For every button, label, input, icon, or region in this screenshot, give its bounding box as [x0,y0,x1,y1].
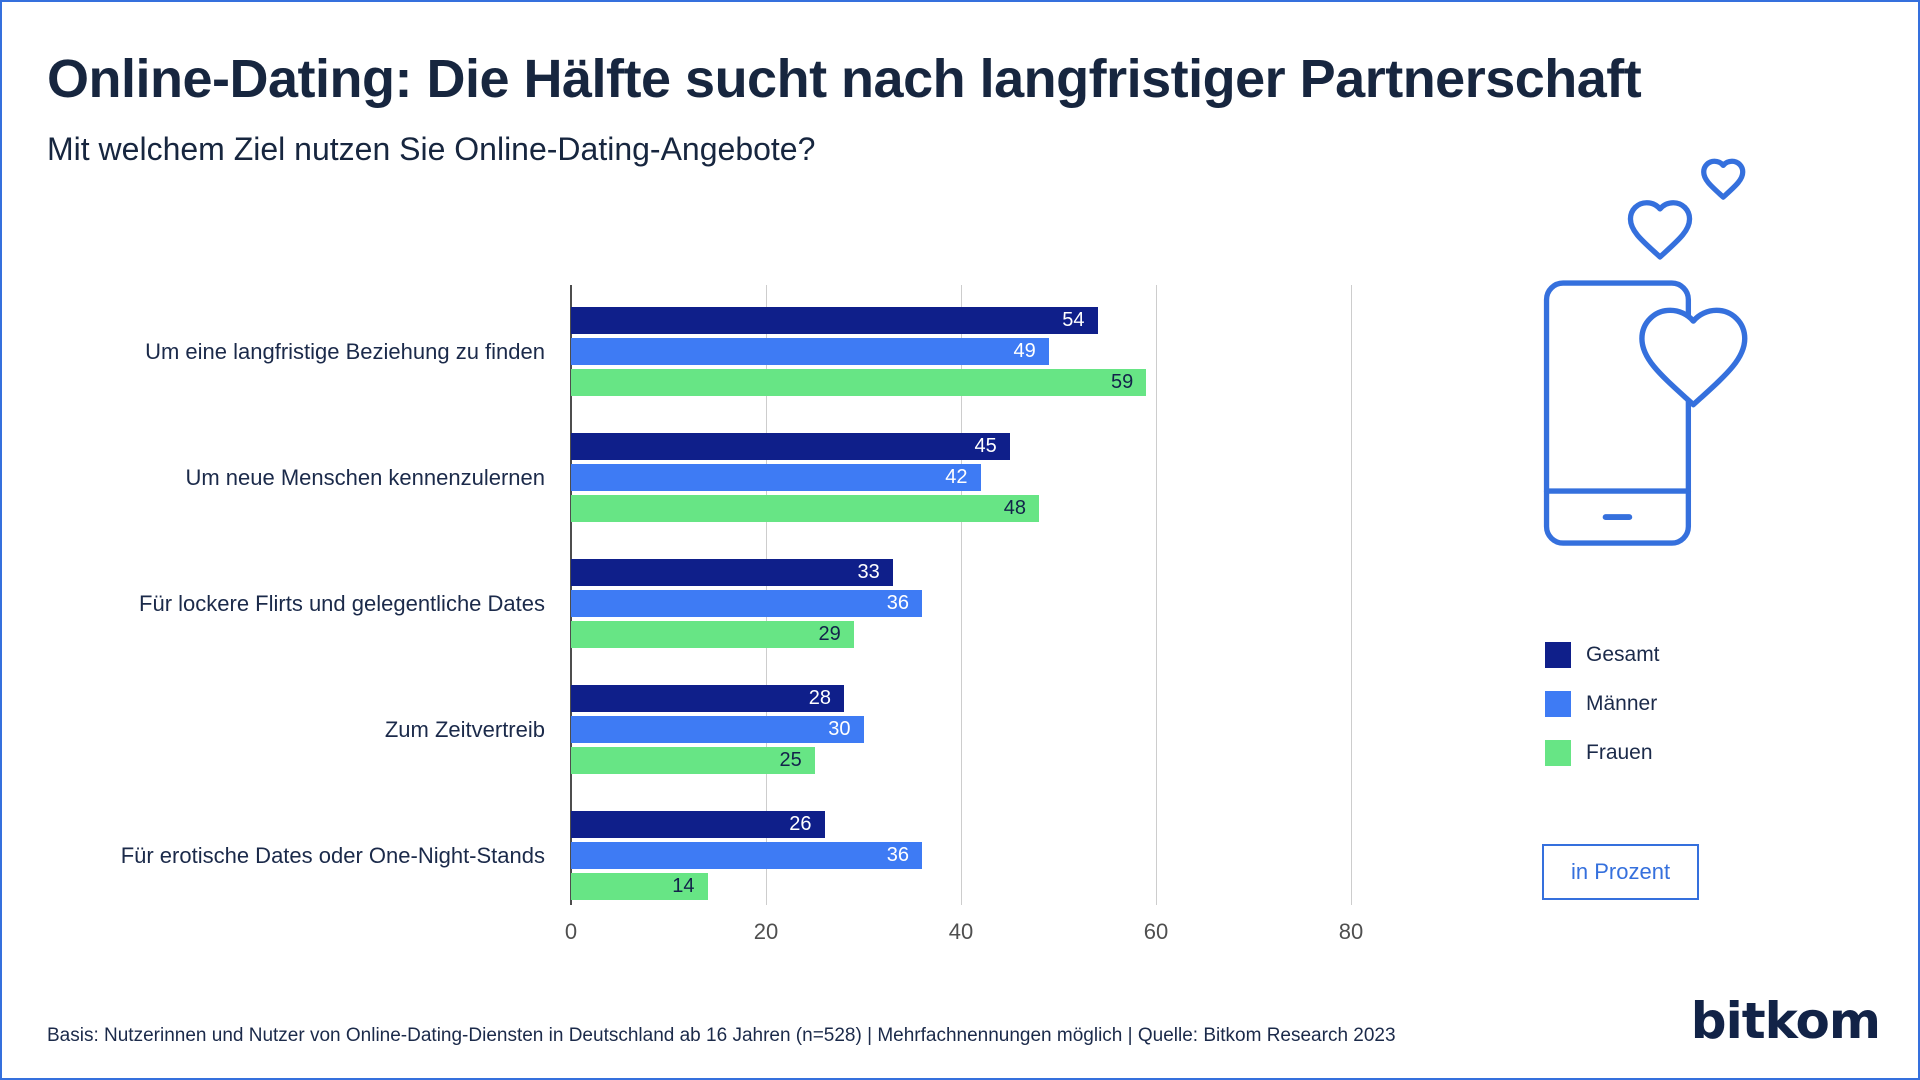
source-note: Basis: Nutzerinnen und Nutzer von Online… [47,1025,1396,1046]
legend-label: Männer [1586,692,1658,715]
bar-männer: 36 [571,590,922,617]
bar-group: Um eine langfristige Beziehung zu finden… [47,307,1147,396]
bar-group: Zum Zeitvertreib 28 30 25 [47,685,1146,774]
bar-value-label: 29 [818,623,841,645]
category-label: Um neue Menschen kennenzulernen [185,464,545,490]
bar-group: Für lockere Flirts und gelegentliche Dat… [47,559,1146,648]
bar-männer: 30 [571,716,864,743]
bar-männer: 49 [571,338,1049,365]
bar-gesamt: 45 [571,433,1010,460]
bar-value-label: 28 [808,687,831,709]
bar-value-label: 30 [828,718,851,740]
bar-frauen: 59 [571,369,1147,396]
bar-value-label: 26 [789,813,812,835]
legend-swatch [1545,642,1571,668]
category-label: Für lockere Flirts und gelegentliche Dat… [139,590,545,616]
heart-icon-large [1639,307,1748,408]
page-title: Online-Dating: Die Hälfte sucht nach lan… [47,49,1642,109]
category-label: Um eine langfristige Beziehung zu finden [145,338,545,364]
bar-stack: 45 42 48 [571,433,1039,522]
x-tick-label: 60 [1143,919,1169,944]
bar-value-label: 33 [857,561,880,583]
bar-gesamt: 26 [571,811,825,838]
phone-icon [1543,280,1692,546]
bar-gesamt: 28 [571,685,844,712]
x-tick-label: 80 [1338,919,1364,944]
phone-hearts-illustration [1543,158,1748,546]
bar-value-label: 45 [974,435,997,457]
bar-value-label: 36 [886,592,909,614]
heart-icon-tiny [1701,158,1746,200]
x-tick-label: 40 [948,919,974,944]
x-tick-label: 20 [753,919,779,944]
bar-frauen: 29 [571,621,854,648]
bar-gesamt: 33 [571,559,893,586]
bar-stack: 28 30 25 [571,685,864,774]
bar-männer: 36 [571,842,922,869]
bar-value-label: 54 [1062,309,1085,331]
legend-item: Gesamt [1545,642,1660,668]
legend-label: Gesamt [1586,643,1660,666]
bar-frauen: 14 [571,873,708,900]
bar-frauen: 25 [571,747,815,774]
bar-stack: 54 49 59 [571,307,1147,396]
bar-männer: 42 [571,464,981,491]
bar-group: Für erotische Dates oder One-Night-Stand… [47,811,1146,900]
bar-value-label: 14 [672,875,695,897]
bar-groups: Um eine langfristige Beziehung zu finden… [47,307,1147,900]
bar-value-label: 42 [945,466,968,488]
heart-icon-small [1627,200,1693,260]
legend-item: Frauen [1545,740,1660,766]
bar-stack: 26 36 14 [571,811,922,900]
legend-swatch [1545,740,1571,766]
gridline [1351,285,1352,905]
gridline [1156,285,1157,905]
page-subtitle: Mit welchem Ziel nutzen Sie Online-Datin… [47,131,816,167]
legend-label: Frauen [1586,741,1653,764]
legend-swatch [1545,691,1571,717]
x-axis-ticks: 0 20 40 60 80 [565,919,1400,949]
gridline [961,285,962,905]
bar-frauen: 48 [571,495,1039,522]
category-label: Zum Zeitvertreib [384,716,545,742]
bar-chart: Um eine langfristige Beziehung zu finden… [47,285,1407,1005]
bar-stack: 33 36 29 [571,559,922,648]
bar-value-label: 49 [1013,340,1036,362]
x-tick-label: 0 [564,919,578,944]
unit-badge: in Prozent [1542,844,1700,900]
legend-item: Männer [1545,691,1660,717]
bar-group: Um neue Menschen kennenzulernen 45 42 48 [47,433,1146,522]
bar-value-label: 48 [1003,497,1026,519]
bar-value-label: 36 [886,844,909,866]
bar-value-label: 25 [779,749,802,771]
bar-gesamt: 54 [571,307,1098,334]
bitkom-logo: bitkom [1690,992,1881,1050]
bar-value-label: 59 [1111,371,1134,393]
legend: Gesamt Männer Frauen [1545,642,1660,789]
category-label: Für erotische Dates oder One-Night-Stand… [120,842,545,868]
